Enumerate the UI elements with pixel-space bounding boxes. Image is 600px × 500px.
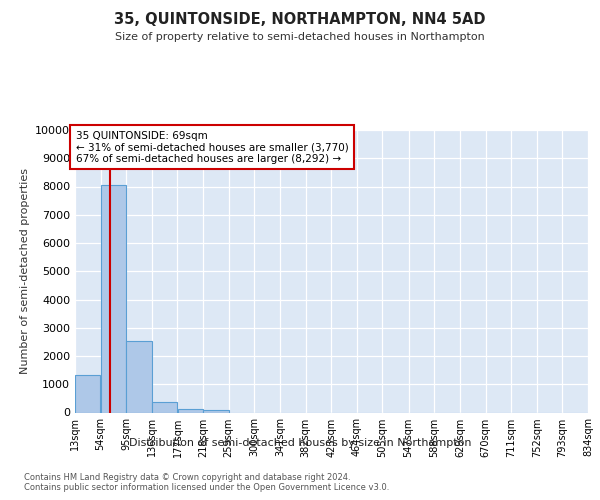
Bar [127,342,152,412]
Y-axis label: Number of semi-detached properties: Number of semi-detached properties [20,168,29,374]
Bar [203,410,229,412]
Text: 35 QUINTONSIDE: 69sqm
← 31% of semi-detached houses are smaller (3,770)
67% of s: 35 QUINTONSIDE: 69sqm ← 31% of semi-deta… [76,130,349,164]
Bar [75,375,100,412]
Text: Contains HM Land Registry data © Crown copyright and database right 2024.
Contai: Contains HM Land Registry data © Crown c… [24,472,389,492]
Text: Distribution of semi-detached houses by size in Northampton: Distribution of semi-detached houses by … [129,438,471,448]
Text: Size of property relative to semi-detached houses in Northampton: Size of property relative to semi-detach… [115,32,485,42]
Bar [101,185,126,412]
Bar [152,402,178,412]
Text: 35, QUINTONSIDE, NORTHAMPTON, NN4 5AD: 35, QUINTONSIDE, NORTHAMPTON, NN4 5AD [114,12,486,28]
Bar [178,408,203,412]
